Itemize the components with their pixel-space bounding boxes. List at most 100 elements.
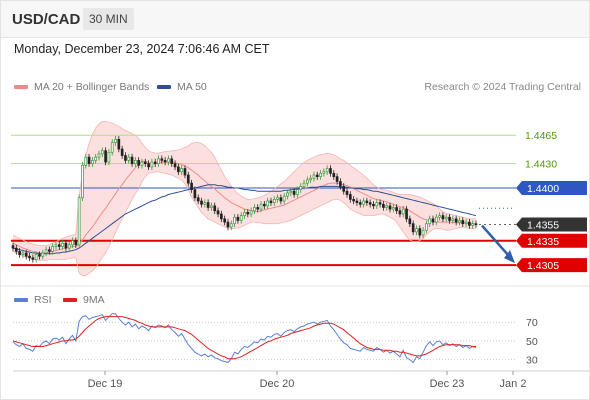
candle-body [355,200,359,203]
candle-body [352,199,355,202]
level-tag-1.4400 [516,181,587,196]
candle-body [474,223,478,226]
bollinger-upper [12,121,476,247]
candle-body [348,194,352,200]
candle-body [77,197,81,246]
legend-rsi-label: RSI [34,294,52,306]
candle-body [203,202,207,205]
timeframe-button[interactable]: 30 MIN [83,8,134,30]
candle-body [163,160,167,163]
candle-body [137,160,141,166]
candle-body [434,216,438,223]
candle-body [309,177,312,181]
candle-body [411,223,415,233]
candle-body [94,156,98,161]
candle-body [210,205,213,208]
x-tick-label: Dec 20 [260,378,295,390]
candle-body [239,215,243,221]
candle-body [196,197,200,202]
candle-body [385,205,389,208]
9ma-swatch [63,298,77,302]
candle-body [263,203,266,207]
rsi-tick-30: 30 [526,355,538,367]
candle-body [18,250,21,255]
candle-body [170,158,174,165]
candle-body [378,202,382,205]
candle-body [14,247,18,252]
candle-body [276,197,279,200]
candle-body [401,208,405,215]
candle-body [296,189,299,195]
candle-body [358,202,362,205]
forecast-arrow-shaft [481,224,511,258]
level-tag-1.4355 [516,217,587,232]
candle-body [110,142,114,153]
candle-body [368,202,372,205]
level-label-1.4305: 1.4305 [527,260,559,272]
candle-body [44,249,48,254]
candle-body [193,189,197,199]
candle-body [256,207,260,210]
copyright-label: Research © 2024 Trading Central [424,81,581,93]
level-label-1.4355: 1.4355 [527,220,559,232]
candle-body [448,216,451,221]
candle-body [200,200,203,205]
legend-9ma: 9MA [63,294,105,306]
candle-body [186,174,190,184]
candle-body [365,200,369,203]
ma20-line [12,160,476,254]
candle-body [71,240,74,246]
candle-body [21,252,25,255]
ma50-swatch [157,85,171,89]
legend-ma50-label: MA 50 [177,81,207,93]
candle-body [140,161,144,166]
candle-body [84,156,88,166]
candle-body [438,215,441,218]
candle-body [391,207,395,210]
x-tick-label: Dec 19 [88,378,123,390]
rsi-ma-line [12,316,476,360]
candle-body [269,200,273,203]
candle-body [249,210,253,215]
candle-body [48,249,51,252]
candle-body [421,229,425,236]
candle-body [97,153,101,158]
candle-body [468,221,471,226]
candle-body [150,161,154,168]
candle-body [292,190,296,195]
candle-body [74,240,78,246]
level-label-1.4465: 1.4465 [525,130,557,142]
candle-body [134,160,137,165]
ma50-line [12,184,477,255]
candle-body [315,174,319,177]
candle-body [160,158,164,161]
legend-bollinger: MA 20 + Bollinger Bands [14,81,149,93]
candle-body [147,163,150,168]
candle-body [444,216,448,220]
candle-body [319,173,322,177]
candle-body [342,186,346,192]
candle-body [64,242,68,249]
candle-body [312,174,316,179]
candle-body [24,252,28,257]
candle-body [408,218,412,225]
candle-body [454,218,458,223]
bollinger-swatch [14,85,28,89]
candle-body [100,150,104,155]
candle-body [157,158,160,165]
candle-body [405,208,408,220]
level-label-1.4430: 1.4430 [525,159,557,171]
legend-9ma-label: 9MA [83,294,105,306]
candle-body [213,205,217,212]
candle-body [233,216,236,225]
candle-body [451,218,455,221]
candle-body [335,176,339,182]
candle-body [173,163,177,168]
forecast-arrow-head [504,250,515,264]
candle-body [246,212,250,215]
candle-body [428,218,432,225]
candle-body [398,210,402,215]
candle-body [167,158,170,163]
